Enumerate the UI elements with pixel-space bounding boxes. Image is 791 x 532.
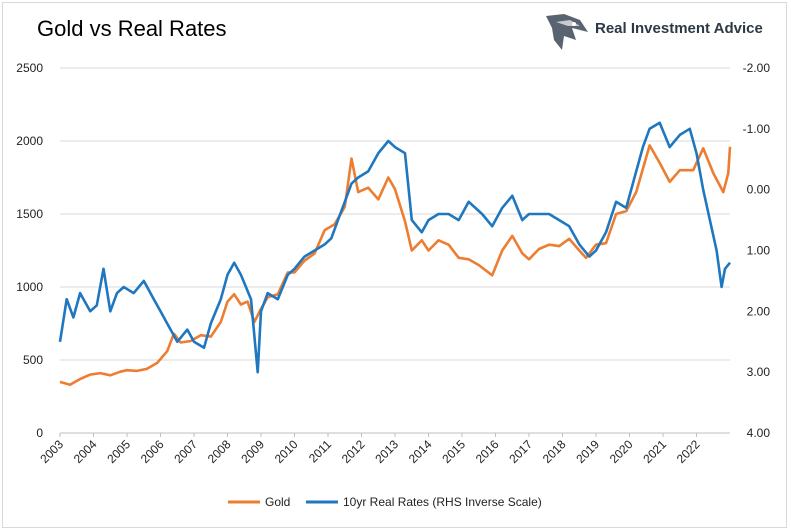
x-tick-label: 2006 (138, 437, 167, 466)
x-tick-label: 2014 (406, 437, 435, 466)
x-tick-label: 2016 (473, 437, 502, 466)
series-line-left (59, 144, 732, 387)
x-tick-label: 2020 (607, 437, 636, 466)
x-tick-label: 2012 (339, 437, 368, 466)
brand-logo: Real Investment Advice (542, 10, 787, 52)
brand-name: Real Investment Advice (595, 20, 763, 37)
left-tick-label: 2500 (16, 61, 43, 75)
x-tick-label: 2005 (104, 437, 133, 466)
x-tick-label: 2009 (238, 437, 267, 466)
left-tick-label: 2000 (16, 134, 43, 148)
x-tick-label: 2022 (674, 437, 703, 466)
left-tick-label: 1500 (16, 207, 43, 221)
x-tick-label: 2003 (37, 437, 66, 466)
x-tick-label: 2015 (439, 437, 468, 466)
series-lines (58, 121, 732, 387)
x-tick-label: 2019 (573, 437, 602, 466)
chart-title: Gold vs Real Rates (37, 16, 227, 41)
right-tick-label: -2.00 (743, 61, 771, 75)
gridlines (60, 67, 730, 434)
right-tick-label: -1.00 (743, 122, 771, 136)
right-tick-label: 1.00 (747, 244, 771, 258)
eagle-icon (546, 14, 588, 50)
left-tick-label: 500 (23, 353, 43, 367)
x-tick-label: 2018 (540, 437, 569, 466)
x-tick-label: 2010 (272, 437, 301, 466)
legend-label: Gold (265, 495, 290, 509)
x-tick-label: 2021 (640, 437, 669, 466)
left-axis-ticks: 2500 2000 1500 1000 500 0 (16, 61, 43, 440)
right-axis-ticks: -2.00 -1.00 0.00 1.00 2.00 3.00 4.00 (743, 61, 771, 440)
x-axis-ticks: 2003 2004 2005 2006 2007 2008 2009 2010 2011 2012… (37, 433, 703, 466)
right-tick-label: 3.00 (747, 365, 771, 379)
legend-label: 10yr Real Rates (RHS Inverse Scale) (343, 495, 542, 509)
x-tick-label: 2007 (171, 437, 200, 466)
x-tick-label: 2013 (372, 437, 401, 466)
left-tick-label: 1000 (16, 280, 43, 294)
left-tick-label: 0 (36, 426, 43, 440)
x-tick-label: 2017 (506, 437, 535, 466)
right-tick-label: 4.00 (747, 426, 771, 440)
x-tick-label: 2011 (306, 437, 334, 465)
x-tick-label: 2004 (71, 437, 100, 466)
right-tick-label: 0.00 (747, 183, 771, 197)
right-tick-label: 2.00 (747, 304, 771, 318)
legend: Gold 10yr Real Rates (RHS Inverse Scale) (228, 495, 542, 509)
series-line-right (58, 121, 732, 374)
x-tick-label: 2008 (205, 437, 234, 466)
